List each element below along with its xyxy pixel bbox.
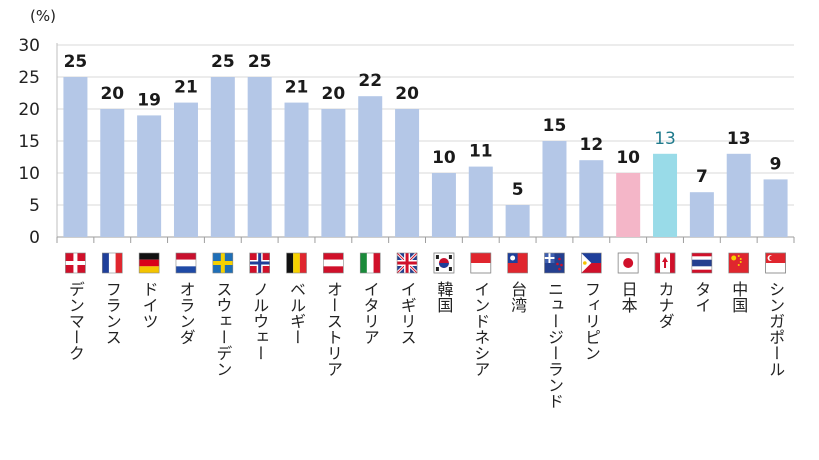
y-tick-label: 5 bbox=[29, 196, 40, 216]
italy-flag-icon bbox=[359, 252, 381, 274]
austria-flag-icon bbox=[323, 252, 344, 274]
singapore-flag-icon bbox=[765, 252, 786, 274]
y-tick-label: 10 bbox=[18, 164, 40, 184]
bar-14 bbox=[542, 141, 567, 237]
category-label-8: オーストリア bbox=[324, 281, 343, 377]
bar-4 bbox=[173, 102, 198, 237]
category-label-19: 中国 bbox=[729, 281, 748, 313]
bar-8 bbox=[321, 109, 346, 237]
value-label-8: 20 bbox=[322, 84, 346, 104]
value-label-14: 15 bbox=[543, 116, 567, 136]
category-label-15: フィリピン bbox=[582, 281, 601, 361]
bar-20 bbox=[763, 179, 788, 237]
category-label-4: オランダ bbox=[176, 281, 195, 345]
category-label-3: ドイツ bbox=[140, 281, 159, 329]
category-label-13: 台湾 bbox=[508, 281, 527, 313]
bar-7 bbox=[284, 102, 309, 237]
value-label-9: 22 bbox=[358, 71, 382, 91]
value-label-20: 9 bbox=[770, 154, 782, 174]
belgium-flag-icon bbox=[286, 252, 307, 274]
value-label-19: 13 bbox=[727, 129, 751, 149]
bar-6 bbox=[247, 77, 272, 237]
indonesia-flag-icon bbox=[470, 252, 492, 274]
netherlands-flag-icon bbox=[175, 252, 197, 274]
value-label-10: 20 bbox=[395, 84, 419, 104]
category-label-11: 韓国 bbox=[434, 281, 453, 313]
sweden-flag-icon bbox=[212, 252, 234, 274]
canada-flag-icon bbox=[654, 252, 676, 274]
bar-18 bbox=[689, 192, 714, 237]
norway-flag-icon bbox=[249, 252, 270, 274]
bar-3 bbox=[137, 115, 162, 237]
bar-19 bbox=[726, 153, 751, 237]
category-label-17: カナダ bbox=[656, 281, 675, 329]
korea-flag-icon bbox=[433, 252, 455, 274]
japan-flag-icon bbox=[617, 252, 639, 274]
value-label-11: 10 bbox=[432, 148, 456, 168]
new-zealand-flag-icon bbox=[544, 252, 565, 274]
thailand-flag-icon bbox=[691, 252, 713, 274]
category-label-6: ノルウェー bbox=[250, 281, 269, 361]
value-label-1: 25 bbox=[64, 52, 88, 72]
value-label-3: 19 bbox=[137, 90, 161, 110]
bar-10 bbox=[395, 109, 420, 237]
value-label-4: 21 bbox=[174, 78, 198, 98]
bar-5 bbox=[210, 77, 235, 237]
y-axis-unit: (%) bbox=[30, 7, 56, 25]
bar-15 bbox=[579, 160, 604, 237]
category-label-10: イギリス bbox=[398, 281, 417, 345]
value-label-17: 13 bbox=[654, 129, 676, 149]
denmark-flag-icon bbox=[65, 252, 86, 274]
y-tick-label: 0 bbox=[29, 228, 40, 248]
bar-11 bbox=[431, 173, 456, 237]
y-tick-label: 25 bbox=[18, 68, 40, 88]
bar-12 bbox=[468, 166, 493, 237]
value-label-13: 5 bbox=[512, 180, 524, 200]
category-label-20: シンガポール bbox=[766, 281, 785, 377]
value-label-12: 11 bbox=[469, 142, 493, 162]
value-label-5: 25 bbox=[211, 52, 235, 72]
y-tick-label: 15 bbox=[18, 132, 40, 152]
category-label-1: デンマーク bbox=[66, 281, 85, 361]
bar-2 bbox=[100, 109, 125, 237]
philippines-flag-icon bbox=[581, 252, 602, 274]
category-label-9: イタリア bbox=[361, 281, 380, 345]
value-label-2: 20 bbox=[100, 84, 124, 104]
value-label-16: 10 bbox=[616, 148, 640, 168]
bar-16 bbox=[616, 173, 641, 237]
bar-17 bbox=[653, 153, 678, 237]
y-tick-label: 30 bbox=[18, 36, 40, 56]
category-label-7: ベルギー bbox=[287, 281, 306, 345]
y-tick-label: 20 bbox=[18, 100, 40, 120]
category-label-18: タイ bbox=[692, 281, 711, 313]
category-label-5: スウェーデン bbox=[213, 281, 232, 377]
value-label-15: 12 bbox=[579, 135, 603, 155]
category-label-12: インドネシア bbox=[471, 281, 490, 377]
taiwan-flag-icon bbox=[507, 252, 528, 274]
france-flag-icon bbox=[101, 252, 123, 274]
value-label-18: 7 bbox=[696, 167, 708, 187]
bar-13 bbox=[505, 205, 530, 237]
category-label-14: ニュージーランド bbox=[545, 281, 564, 409]
bar-9 bbox=[358, 96, 383, 237]
china-flag-icon bbox=[728, 252, 750, 274]
category-label-16: 日本 bbox=[619, 281, 638, 313]
germany-flag-icon bbox=[138, 252, 160, 274]
value-label-6: 25 bbox=[248, 52, 272, 72]
uk-flag-icon bbox=[396, 251, 419, 275]
category-label-2: フランス bbox=[103, 281, 122, 345]
bar-1 bbox=[63, 77, 88, 237]
value-label-7: 21 bbox=[285, 78, 309, 98]
